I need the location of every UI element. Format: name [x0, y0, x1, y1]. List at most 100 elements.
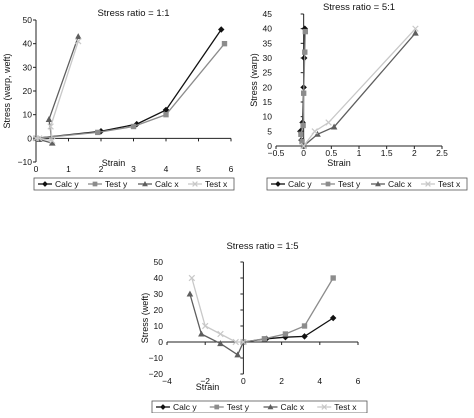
x-tick-label: 0.5 — [325, 148, 337, 158]
y-tick-label: 50 — [23, 15, 33, 25]
series-test-x — [32, 38, 82, 144]
data-point — [201, 322, 209, 330]
x-axis-title: Strain — [196, 382, 220, 392]
series-test-x — [300, 25, 419, 150]
x-tick-label: 2 — [279, 376, 284, 386]
x-tick-label: 2.5 — [436, 148, 448, 158]
y-tick-label: 25 — [263, 68, 273, 78]
data-point — [325, 119, 332, 126]
series-line — [303, 32, 416, 147]
y-tick-label: 30 — [154, 289, 164, 299]
data-point — [329, 314, 337, 322]
chart-title: Stress ratio = 1:1 — [97, 8, 169, 19]
legend-box — [266, 177, 468, 191]
x-tick-label: −2 — [200, 376, 210, 386]
legend-marker — [325, 181, 331, 187]
legend-marker — [142, 180, 148, 187]
x-tick-label: 0 — [34, 164, 39, 174]
x-tick-label: 1 — [66, 164, 71, 174]
x-tick-label: 1 — [357, 148, 362, 158]
data-point — [186, 290, 194, 297]
data-point — [234, 351, 241, 358]
x-tick-label: −4 — [162, 376, 172, 386]
data-point — [217, 330, 224, 338]
data-point — [282, 331, 289, 337]
data-point — [300, 122, 306, 129]
y-tick-label: 20 — [154, 305, 164, 315]
data-point — [130, 123, 137, 130]
x-tick-label: 4 — [164, 164, 169, 174]
chart-p2: Stress ratio = 5:1051015202530354045−0.5… — [249, 2, 468, 191]
x-axis-title: Strain — [327, 158, 351, 168]
data-point — [412, 25, 419, 32]
x-tick-label: 6 — [229, 164, 234, 174]
legend-label: Calc x — [155, 179, 179, 189]
series-test-y — [240, 275, 336, 345]
y-tick-label: 40 — [263, 24, 273, 34]
chart-title: Stress ratio = 5:1 — [323, 2, 395, 13]
y-axis-title: Stress (warp) — [249, 53, 259, 107]
legend-label: Calc x — [388, 179, 412, 189]
legend-marker — [42, 181, 48, 187]
data-point — [301, 323, 308, 329]
x-tick-label: 2 — [412, 148, 417, 158]
y-tick-label: 40 — [154, 273, 164, 283]
data-point — [330, 275, 336, 281]
data-point — [95, 129, 101, 136]
data-point — [302, 49, 308, 55]
y-tick-label: 35 — [263, 38, 273, 48]
data-point — [311, 128, 318, 135]
data-point — [261, 336, 268, 342]
series-line — [303, 28, 416, 147]
y-tick-label: 30 — [263, 53, 273, 63]
legend: Calc y Test y Calc x Test x — [266, 177, 468, 191]
legend: Calc y Test y Calc x Test x — [151, 400, 368, 414]
y-tick-label: 15 — [263, 97, 273, 107]
legend-label: Test y — [105, 179, 128, 189]
legend-label: Test x — [205, 179, 228, 189]
y-tick-label: 0 — [27, 133, 32, 143]
data-point — [298, 131, 304, 137]
data-point — [302, 28, 309, 35]
y-tick-label: −20 — [149, 369, 164, 379]
y-axis-title: Stress (warp, weft) — [2, 53, 12, 128]
data-point — [412, 29, 419, 36]
series-line — [243, 317, 334, 343]
data-point — [330, 123, 338, 130]
data-point — [163, 111, 169, 118]
data-point — [36, 135, 43, 142]
data-point — [300, 142, 307, 150]
data-point — [75, 38, 82, 45]
y-tick-label: 30 — [23, 62, 33, 72]
legend-marker — [214, 404, 220, 410]
series-calc-x — [300, 29, 419, 149]
y-tick-label: 10 — [263, 112, 273, 122]
legend-marker — [321, 404, 328, 410]
series-calc-y — [297, 25, 308, 150]
data-point — [217, 340, 224, 347]
chart-title: Stress ratio = 1:5 — [226, 241, 298, 252]
data-point — [221, 40, 228, 47]
legend-marker — [425, 181, 431, 187]
data-point — [240, 338, 247, 346]
series-line — [35, 36, 79, 144]
y-tick-label: 10 — [23, 110, 33, 120]
data-point — [74, 33, 82, 40]
x-tick-label: 0 — [301, 148, 306, 158]
x-tick-label: 1.5 — [381, 148, 393, 158]
y-tick-label: 0 — [158, 337, 163, 347]
x-tick-label: 3 — [131, 164, 136, 174]
data-point — [301, 333, 308, 340]
legend-label: Test y — [227, 402, 250, 412]
y-tick-label: −10 — [149, 353, 164, 363]
y-tick-label: 20 — [263, 82, 273, 92]
legend-marker — [92, 181, 98, 187]
data-point — [188, 274, 196, 282]
series-line — [191, 277, 244, 343]
series-test-x — [188, 274, 247, 346]
legend-box — [33, 177, 235, 191]
legend-marker — [375, 180, 381, 187]
